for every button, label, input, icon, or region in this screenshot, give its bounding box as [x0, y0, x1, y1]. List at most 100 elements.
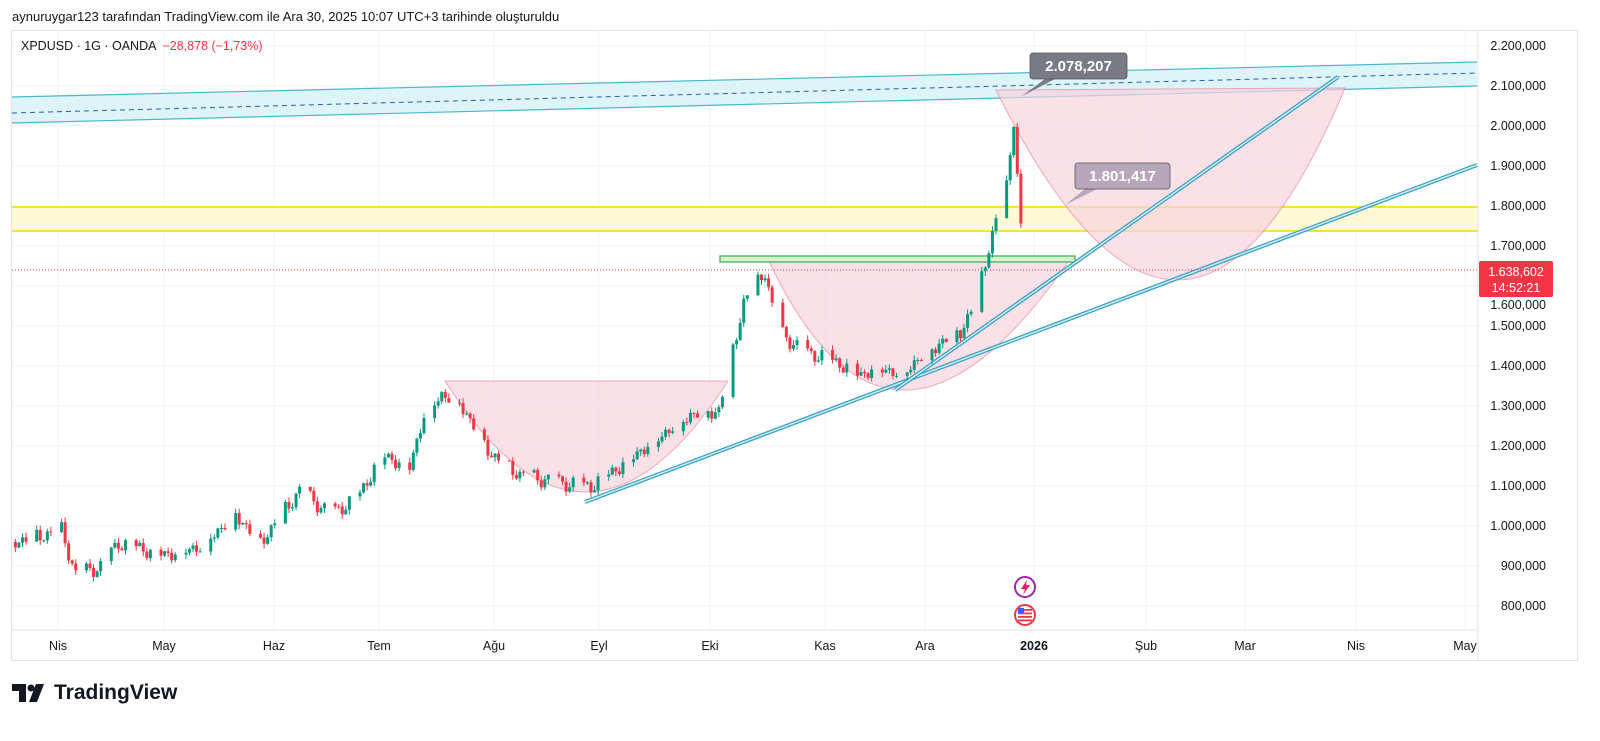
candle-body: [134, 540, 138, 547]
candle-body: [482, 429, 486, 440]
candle-body: [209, 538, 213, 552]
candle-body: [109, 547, 113, 562]
candle-body: [241, 523, 245, 525]
candle-body: [617, 471, 621, 475]
candle-body: [987, 253, 991, 268]
candle-body: [596, 476, 600, 491]
chart-frame[interactable]: [11, 30, 1578, 661]
cup-pattern-3: [995, 87, 1346, 281]
candle-body: [934, 349, 938, 354]
candle-body: [113, 542, 117, 548]
price-tick-label: 1.200,000: [1490, 439, 1546, 453]
candle-body: [521, 471, 525, 473]
candle-body: [322, 503, 326, 509]
candle-body: [788, 337, 792, 349]
candle-body: [45, 531, 49, 541]
candle-body: [38, 529, 42, 541]
candle-body: [237, 513, 241, 525]
candle-body: [223, 527, 227, 530]
candle-body: [863, 372, 867, 374]
price-tick-label: 1.900,000: [1490, 159, 1546, 173]
candle-body: [95, 571, 99, 577]
candle-body: [767, 278, 771, 288]
candle-body: [13, 542, 17, 548]
candle-body: [571, 477, 575, 488]
candle-body: [312, 490, 316, 502]
candle-body: [582, 477, 586, 483]
candle-body: [614, 467, 618, 472]
candle-body: [763, 278, 767, 281]
candle-body: [518, 471, 522, 479]
candle-body: [887, 368, 891, 370]
candle-body: [298, 486, 302, 494]
candle-body: [163, 551, 167, 556]
time-tick-label: Haz: [263, 639, 285, 653]
candle-body: [1015, 127, 1019, 174]
trendline-long-inner: [584, 164, 1478, 503]
drawings: [11, 61, 1478, 504]
time-tick-label: Nis: [1347, 639, 1365, 653]
chart-caption: aynuruygar123 tarafından TradingView.com…: [12, 9, 560, 24]
candle-body: [735, 340, 739, 345]
price-tick-label: 1.800,000: [1490, 199, 1546, 213]
candle-body: [148, 549, 152, 559]
candle-body: [813, 351, 817, 362]
candle-body: [319, 508, 323, 513]
trendline-steep-inner: [894, 76, 1339, 391]
candle-body: [418, 432, 422, 439]
candle-body: [244, 523, 248, 525]
candle-body: [955, 330, 959, 342]
candle-body: [219, 527, 223, 529]
candle-body: [1012, 127, 1016, 156]
candle-body: [67, 543, 71, 561]
candle-body: [738, 322, 742, 341]
candle-body: [138, 543, 142, 547]
candle-body: [259, 533, 263, 538]
candle-body: [497, 453, 501, 461]
candle-body: [262, 537, 266, 544]
price-tick-label: 1.300,000: [1490, 399, 1546, 413]
candle-body: [166, 551, 170, 553]
candle-body: [145, 551, 149, 559]
candle-body: [173, 554, 177, 561]
candle-body: [958, 330, 962, 339]
time-axis: Nis May Haz Tem Ağu Eyl Eki Kas Ara 2026 Şub Mar Nis…: [12, 629, 1478, 653]
candle-body: [308, 486, 312, 491]
flag-stripe: [1018, 619, 1032, 622]
candles: [13, 122, 1023, 582]
candle-body: [42, 540, 46, 542]
candle-body: [536, 470, 540, 481]
channel-top: [11, 61, 1478, 98]
flag-stripe: [1018, 616, 1032, 618]
candle-body: [486, 439, 490, 456]
candle-body: [507, 460, 511, 462]
tradingview-logo[interactable]: TradingView: [12, 681, 177, 705]
candle-body: [20, 537, 24, 543]
candle-body: [891, 368, 895, 377]
candle-body: [710, 411, 714, 419]
candle-body: [120, 548, 124, 551]
candle-body: [457, 402, 461, 404]
mid-price-label: [1074, 162, 1171, 190]
time-tick-label: Mar: [1234, 639, 1256, 653]
candle-body: [859, 372, 863, 376]
candle-body: [841, 367, 845, 373]
candle-body: [365, 483, 369, 486]
candle-body: [713, 412, 717, 419]
candle-body: [610, 467, 614, 475]
candle-body: [88, 563, 92, 569]
candle-body: [916, 360, 920, 362]
candle-body: [283, 501, 287, 524]
candle-body: [607, 474, 611, 477]
candle-body: [564, 481, 568, 492]
candle-body: [745, 295, 749, 299]
candle-body: [493, 453, 497, 458]
symbol-info[interactable]: XPDUSD · 1G · OANDA: [21, 39, 157, 53]
candle-body: [92, 568, 96, 577]
candle-body: [116, 542, 120, 549]
candle-body: [688, 412, 692, 423]
candle-body: [447, 398, 451, 403]
time-tick-label: Eyl: [590, 639, 607, 653]
brand-name: TradingView: [54, 681, 178, 704]
